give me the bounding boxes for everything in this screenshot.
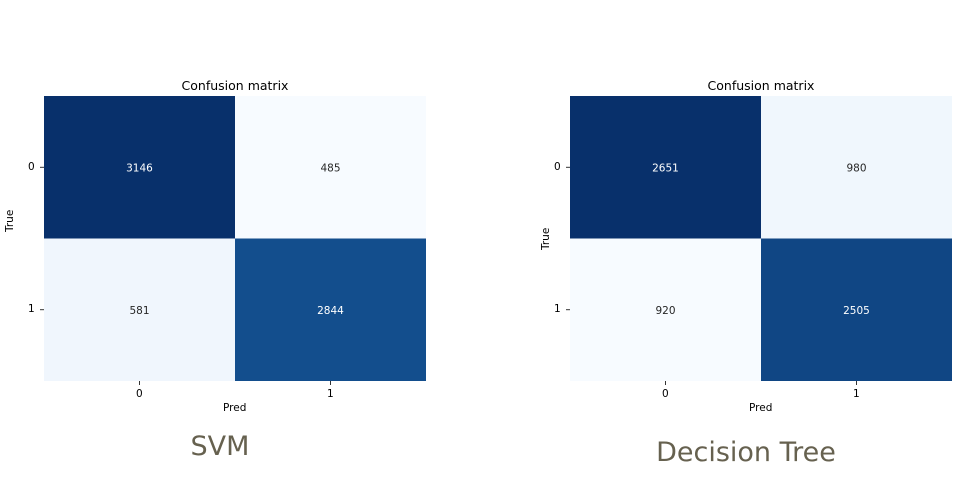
x-tick-0: 0 bbox=[136, 388, 143, 400]
decision-tree-panel: Confusion matrix 2651 980 920 2505 0 1 0 1 … bbox=[490, 0, 979, 492]
heatmap-cell bbox=[44, 96, 235, 239]
heatmap-cell bbox=[570, 96, 761, 239]
cell-value-label: 2844 bbox=[317, 305, 344, 317]
svm-panel: Confusion matrix 3146 485 581 2844 0 1 0 1 … bbox=[4, 78, 426, 462]
x-tick-1: 1 bbox=[853, 388, 860, 400]
chart-title: Confusion matrix bbox=[181, 78, 289, 93]
y-axis-label: True bbox=[4, 209, 16, 232]
heatmap-cell bbox=[761, 238, 952, 381]
model-caption: SVM bbox=[190, 431, 250, 462]
heatmap-cell bbox=[235, 96, 426, 239]
heatmap-cell bbox=[570, 238, 761, 381]
decision-tree-confusion-heatmap: 2651 980 920 2505 bbox=[566, 96, 952, 385]
x-axis-label: Pred bbox=[223, 402, 247, 414]
x-tick-1: 1 bbox=[327, 388, 334, 400]
heatmap-cell bbox=[44, 238, 235, 381]
heatmap-cell bbox=[761, 96, 952, 239]
cell-value-label: 2505 bbox=[843, 305, 870, 317]
svm-confusion-heatmap: 3146 485 581 2844 bbox=[40, 96, 426, 385]
chart-title: Confusion matrix bbox=[707, 78, 815, 93]
model-caption: Decision Tree bbox=[656, 437, 836, 468]
cell-value-label: 2651 bbox=[652, 162, 679, 174]
cell-value-label: 485 bbox=[320, 162, 340, 174]
x-tick-0: 0 bbox=[662, 388, 669, 400]
y-tick-0: 0 bbox=[554, 161, 561, 173]
cell-value-label: 920 bbox=[655, 305, 675, 317]
cell-value-label: 980 bbox=[846, 162, 866, 174]
cell-value-label: 3146 bbox=[126, 162, 153, 174]
y-tick-0: 0 bbox=[28, 161, 35, 173]
cell-value-label: 581 bbox=[129, 305, 149, 317]
y-tick-1: 1 bbox=[554, 303, 561, 315]
x-axis-label: Pred bbox=[749, 402, 773, 414]
y-axis-label: True bbox=[540, 227, 552, 250]
y-tick-1: 1 bbox=[28, 303, 35, 315]
heatmap-cell bbox=[235, 238, 426, 381]
